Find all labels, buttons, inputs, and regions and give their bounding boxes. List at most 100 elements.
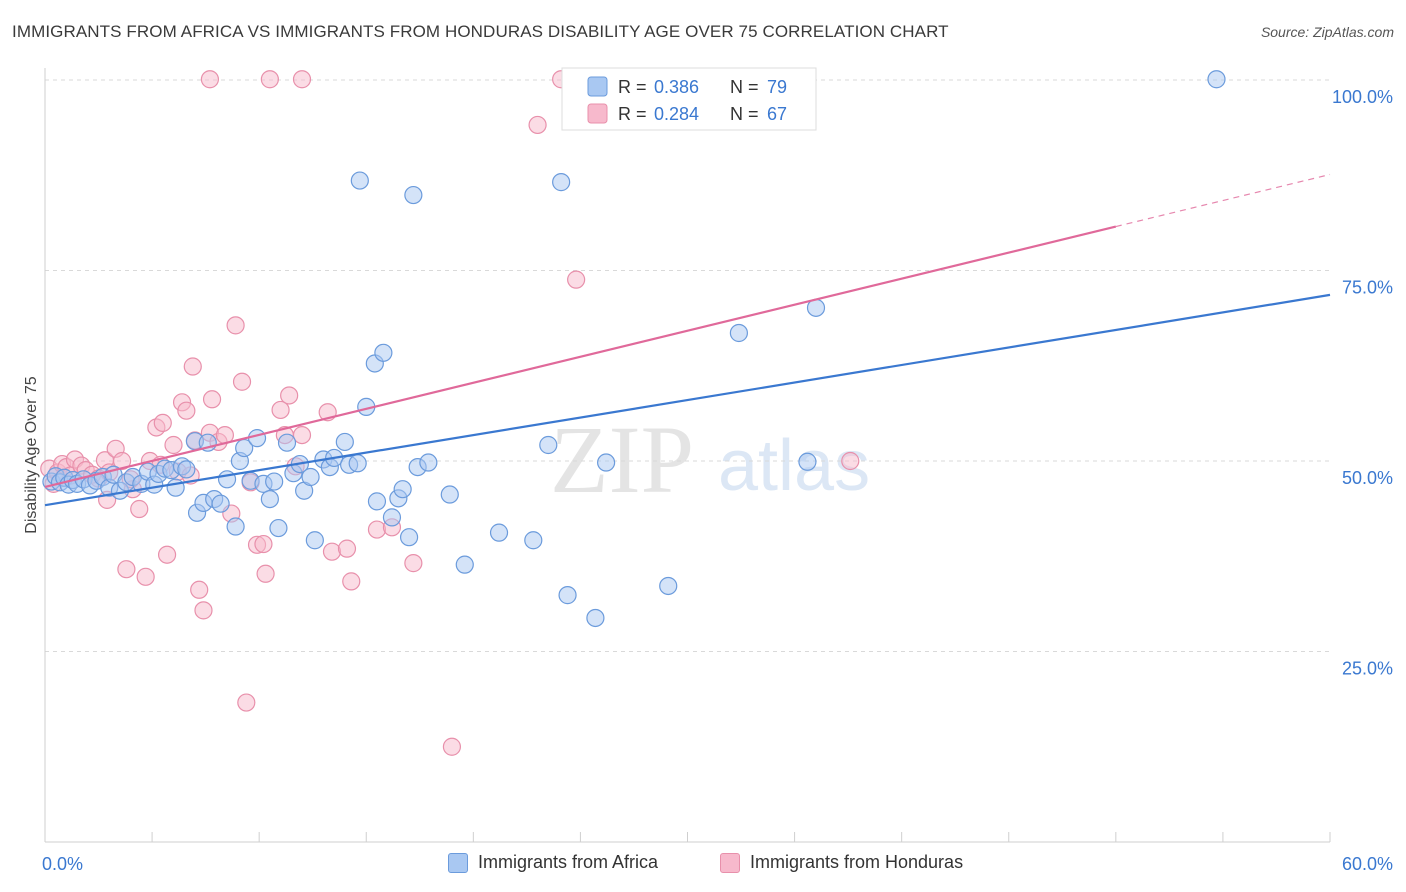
- honduras-point: [232, 372, 252, 391]
- y-axis-label: Disability Age Over 75: [23, 376, 40, 534]
- africa-point: [729, 323, 749, 343]
- legend-africa-n-label: N =: [730, 77, 759, 97]
- africa-point: [586, 608, 605, 628]
- honduras-point: [292, 70, 312, 89]
- africa-point: [455, 555, 474, 574]
- africa-point: [552, 173, 571, 192]
- africa-point: [247, 429, 267, 448]
- legend-africa-r-label: R =: [618, 77, 647, 97]
- bottom-legend-honduras-swatch: [720, 852, 740, 873]
- y-tick-label: 50.0%: [1342, 468, 1393, 488]
- honduras-point: [528, 115, 547, 135]
- legend-honduras-n-value: 67: [767, 104, 787, 124]
- honduras-point: [177, 401, 196, 420]
- africa-point: [404, 185, 423, 205]
- honduras-point: [280, 386, 299, 405]
- africa-point: [489, 523, 509, 542]
- honduras-point: [271, 400, 290, 420]
- honduras-point: [226, 316, 245, 335]
- africa-point: [305, 531, 324, 550]
- africa-point: [659, 576, 678, 596]
- honduras-point: [164, 435, 183, 455]
- y-tick-label: 25.0%: [1342, 659, 1393, 679]
- honduras-trend-line: [44, 225, 1117, 488]
- svg-text:R = 0.284 N =: R = 0.284 N = 67: [618, 104, 787, 124]
- bottom-legend-honduras: Immigrants from Honduras: [720, 852, 963, 873]
- bottom-legend-africa-label: Immigrants from Africa: [478, 852, 659, 872]
- tick-labels: 25.0% 50.0% 75.0% 100.0% 0.0% 60.0%: [42, 87, 1393, 874]
- africa-point: [798, 452, 817, 471]
- legend-box: R = 0.386 N = 79 R = 0.284 N = 67: [561, 67, 817, 131]
- honduras-point: [200, 70, 220, 89]
- legend-honduras-n-label: N =: [730, 104, 759, 124]
- watermark-zip: ZIP: [550, 406, 694, 513]
- honduras-point: [194, 601, 213, 620]
- y-tick-label: 75.0%: [1342, 278, 1393, 298]
- axes: [44, 68, 1331, 843]
- africa-point: [226, 517, 245, 536]
- honduras-point: [130, 499, 149, 519]
- honduras-point: [404, 554, 423, 573]
- africa-trend-line: [44, 293, 1331, 507]
- honduras-point: [567, 270, 586, 289]
- africa-point: [211, 494, 230, 513]
- africa-point: [301, 467, 320, 487]
- honduras-point: [190, 580, 209, 599]
- africa-point: [348, 454, 367, 473]
- trend-lines: [44, 173, 1331, 507]
- bottom-legend-africa-swatch: [448, 852, 468, 873]
- legend-honduras-r-label: R =: [618, 104, 647, 124]
- grid-lines: [45, 79, 1330, 652]
- legend-africa-r-value: 0.386: [654, 77, 699, 97]
- honduras-point: [202, 390, 222, 409]
- africa-point: [260, 490, 279, 509]
- africa-point: [177, 460, 196, 479]
- africa-point: [367, 492, 387, 511]
- bottom-legend-honduras-label: Immigrants from Honduras: [750, 852, 964, 872]
- honduras-point: [183, 357, 202, 376]
- africa-point: [597, 453, 616, 472]
- honduras-point: [237, 693, 256, 712]
- africa-point: [166, 478, 185, 497]
- honduras-point: [342, 572, 361, 591]
- honduras-point: [254, 534, 273, 554]
- legend-africa-swatch: [587, 76, 608, 97]
- honduras-point: [841, 451, 860, 471]
- honduras-point: [256, 564, 275, 583]
- honduras-point: [153, 413, 172, 432]
- honduras-point: [157, 545, 177, 564]
- legend-africa-n-value: 79: [767, 77, 787, 97]
- africa-point: [269, 518, 288, 538]
- honduras-point: [337, 539, 357, 558]
- honduras-point: [322, 542, 342, 561]
- chart-title: IMMIGRANTS FROM AFRICA VS IMMIGRANTS FRO…: [12, 22, 949, 41]
- x-tick-label-max: 60.0%: [1342, 854, 1393, 874]
- africa-point: [539, 435, 558, 455]
- africa-point: [277, 433, 297, 452]
- honduras-point: [442, 737, 462, 756]
- honduras-point: [112, 451, 132, 471]
- data-points: [40, 70, 1226, 756]
- honduras-point: [136, 567, 155, 586]
- africa-point: [1207, 70, 1226, 89]
- africa-point: [393, 480, 412, 499]
- africa-point: [399, 528, 419, 547]
- honduras-point: [117, 560, 136, 579]
- x-tick-label-min: 0.0%: [42, 854, 83, 874]
- y-tick-label: 100.0%: [1332, 87, 1393, 107]
- africa-point: [382, 508, 402, 527]
- africa-point: [440, 485, 459, 504]
- honduras-point: [260, 70, 279, 89]
- bottom-legend-africa: Immigrants from Africa: [448, 852, 658, 873]
- africa-point: [558, 586, 577, 605]
- source-label: Source: ZipAtlas.com: [1260, 24, 1394, 40]
- africa-point: [350, 171, 369, 190]
- africa-point: [265, 472, 284, 491]
- legend-honduras-r-value: 0.284: [654, 104, 699, 124]
- legend-honduras-swatch: [587, 103, 608, 124]
- honduras-point: [292, 425, 312, 445]
- honduras-trend-extension: [1115, 173, 1331, 228]
- africa-point: [419, 453, 438, 472]
- africa-point: [524, 531, 543, 550]
